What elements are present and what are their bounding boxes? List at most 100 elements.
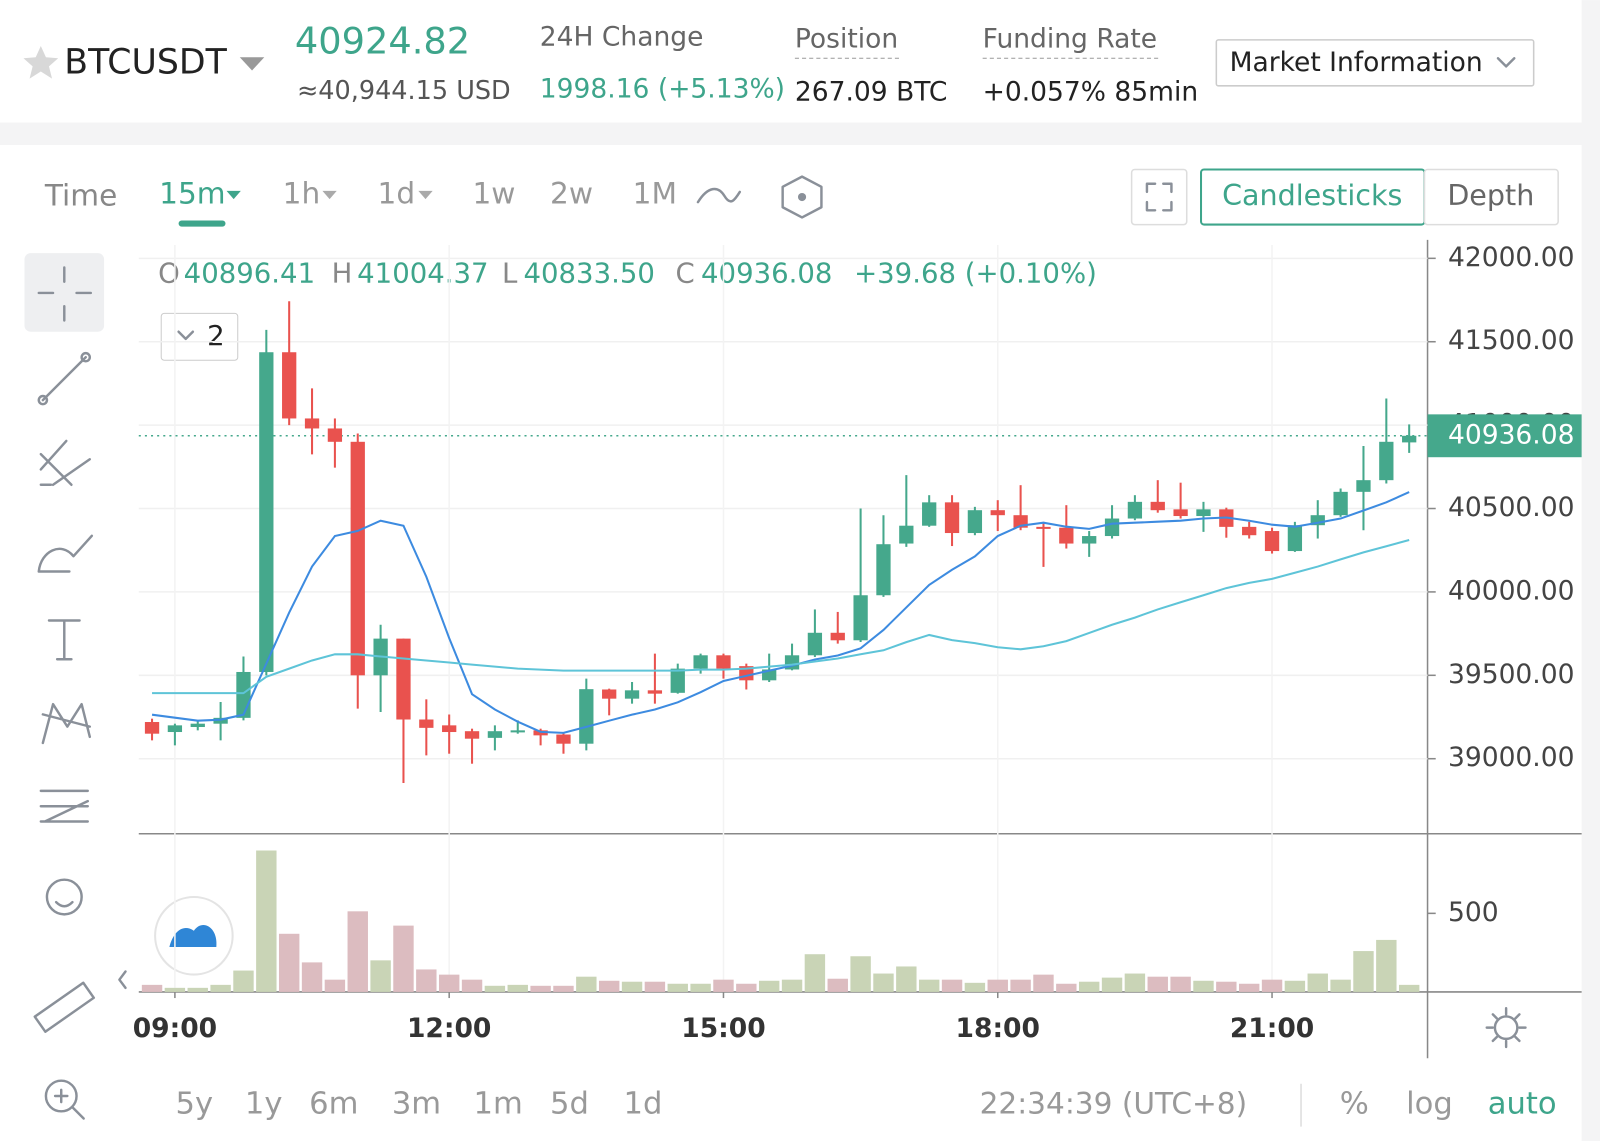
candle-body [304,418,320,429]
volume-bar [1330,979,1351,992]
range-button[interactable]: 1y [245,1087,283,1122]
candle-body [922,502,937,526]
tool-selected[interactable] [24,253,105,332]
candle-body [1379,441,1394,481]
volume-bar [256,850,277,992]
brush-icon[interactable] [37,534,94,573]
candle-body [1082,536,1097,544]
zoom-icon[interactable] [44,1079,78,1113]
indicator-icon[interactable] [781,175,823,219]
volume-bar [1124,973,1146,992]
logo-cloud [169,924,217,948]
candle-body [670,668,685,693]
collapse-arrow[interactable] [118,970,127,990]
dropdown[interactable] [418,190,433,200]
trendline-icon[interactable] [41,356,87,402]
position-value: 267.09 BTC [795,76,948,107]
interval[interactable]: 2w [550,176,593,210]
pattern-icon[interactable] [41,702,92,745]
volume-bar [370,960,391,992]
market-button-label[interactable]: Market Information [1230,47,1483,78]
fullscreen-button[interactable] [1130,168,1188,226]
volume-bar [736,983,757,992]
zoom-glyph [53,1088,85,1120]
volume-bar [758,980,780,992]
chevron [1496,57,1516,68]
symbol-dropdown[interactable] [239,57,265,71]
scale-option[interactable]: log [1406,1087,1453,1122]
fib-icon[interactable] [39,439,92,487]
funding-value: +0.057% 85min [983,76,1198,107]
range-button[interactable]: 5d [550,1087,589,1122]
volume-bar [416,969,437,992]
time-label: Time [44,179,117,213]
volume-bar [278,933,300,992]
range-button[interactable]: 1d [623,1087,662,1122]
volume-bar [187,987,208,992]
legend-value: 41004.37 [357,258,488,290]
x-tick-label: 09:00 [133,1013,217,1044]
legend-key: C [676,258,695,290]
scale-option[interactable]: % [1340,1087,1369,1122]
indicator-count[interactable]: 2 [207,320,225,352]
prediction-icon[interactable] [39,789,89,823]
volume-bar [1261,979,1283,992]
interval[interactable]: 1M [633,176,677,210]
candle-body [1059,527,1074,544]
view-tab-label[interactable]: Candlesticks [1222,178,1402,212]
text-icon[interactable] [47,619,81,661]
interval[interactable]: 15m [159,176,225,210]
candle-body [1287,525,1303,552]
interval[interactable]: 1h [283,176,321,210]
legend-change: +39.68 (+0.10%) [854,258,1097,290]
range-button[interactable]: 3m [392,1087,441,1122]
last-price: 40924.82 [295,19,470,62]
favorite-star[interactable] [23,46,59,79]
range-button[interactable]: 5y [176,1087,214,1122]
candle-body [1150,501,1165,511]
candle-body [624,690,640,699]
candle-body [1333,491,1348,516]
volume-bar [1193,980,1214,992]
volume-bar [233,970,254,992]
volume-bar [598,980,620,992]
indicator-toggle[interactable] [160,312,239,361]
volume-bar [918,979,940,992]
emoji-smile [54,900,74,908]
candle-body [419,719,434,728]
crosshair-icon [37,266,93,322]
candle-body [853,595,868,641]
interval[interactable]: 1d [378,176,416,210]
ohlc-legend: O 40896.41 H 41004.37 L 40833.50 C 40936.08 … [158,258,1097,290]
view-tab-label[interactable]: Depth [1447,178,1534,212]
candle-body [464,731,480,739]
dropdown[interactable] [226,190,241,200]
scale-option[interactable]: auto [1488,1087,1557,1122]
emoji-icon[interactable] [45,878,83,916]
view-tab[interactable] [1423,168,1559,226]
legend-key: L [502,258,518,290]
candle-body [1036,526,1051,529]
volume-bar [964,982,986,992]
volume-bar [393,925,414,992]
last-price-tag [1427,414,1582,458]
dropdown[interactable] [322,190,337,200]
y-tick-label: 42000.00 [1448,242,1575,273]
candle-body [1127,501,1143,519]
candle-body [762,669,777,681]
range-button[interactable]: 1m [473,1087,522,1122]
interval[interactable]: 1w [472,176,515,210]
volume-bar [553,985,574,992]
candle-body [236,671,251,718]
line-chart-icon[interactable] [696,187,742,204]
symbol[interactable]: BTCUSDT [64,42,227,82]
volume-bar [301,962,323,992]
candle-body [716,655,731,669]
usd-price: ≈40,944.15 USD [297,76,511,106]
settings-icon[interactable] [1493,1015,1519,1041]
ruler-icon[interactable] [33,981,96,1033]
volume-bar [941,979,963,992]
range-button[interactable]: 6m [309,1087,358,1122]
market-button[interactable] [1215,39,1535,87]
